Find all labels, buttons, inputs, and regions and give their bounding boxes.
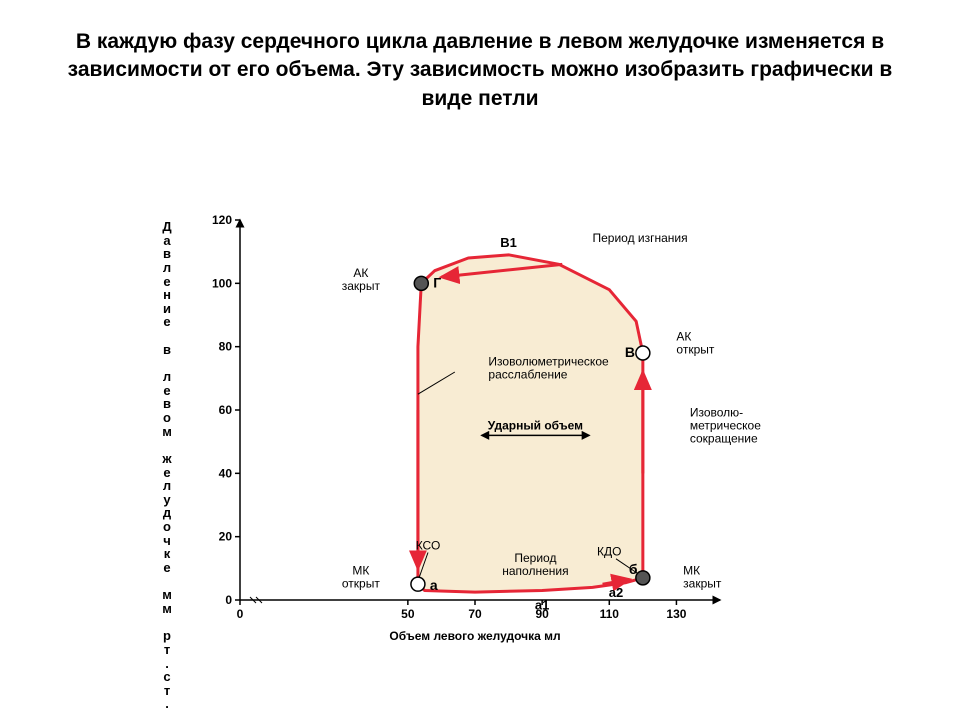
y-tick-label: 60 [219,403,233,417]
page-title: В каждую фазу сердечного цикла давление … [60,28,900,113]
y-tick-label: 100 [212,276,232,290]
marker-V [636,346,650,360]
annotation-mk_closed: МКзакрыт [683,564,722,591]
y-tick-label: 20 [219,530,233,544]
y-tick-label: 120 [212,213,232,227]
marker-label-V: В [625,344,635,360]
annotation-ak_open: АКоткрыт [676,329,714,356]
x-tick-label: 0 [237,607,244,621]
y-tick-label: 0 [225,593,232,607]
marker-label-b: б [629,561,638,577]
marker-label-a2: а2 [609,585,623,600]
annotation-kso: КСО [416,538,441,552]
y-tick-label: 40 [219,466,233,480]
annotation-ak_closed: АКзакрыт [342,266,381,293]
x-tick-label: 130 [666,607,686,621]
marker-b [636,571,650,585]
annotation-mk_open: МКоткрыт [342,564,380,591]
pv-loop-chart: 0204060801001200507090110130Объем левого… [180,200,820,660]
marker-a [411,577,425,591]
x-tick-label: 70 [468,607,482,621]
annotation-kdo: КДО [597,545,621,559]
marker-label-a: а [430,577,438,593]
annotation-period_ejection: Период изгнания [593,231,688,245]
marker-label-V1: В1 [500,235,517,250]
annotation-iso_contr: Изоволю-метрическоесокращение [690,405,761,445]
x-axis-label: Объем левого желудочка мл [389,629,560,643]
y-axis-label-vertical: Давление в левом желудочке мм рт.ст. [160,220,174,711]
annotation-stroke_vol: Ударный объем [488,418,583,432]
marker-label-G: Г [433,274,441,290]
marker-label-a1: а1 [535,598,549,613]
y-tick-label: 80 [219,340,233,354]
x-tick-label: 110 [600,607,620,621]
x-tick-label: 50 [401,607,415,621]
marker-G [414,276,428,290]
